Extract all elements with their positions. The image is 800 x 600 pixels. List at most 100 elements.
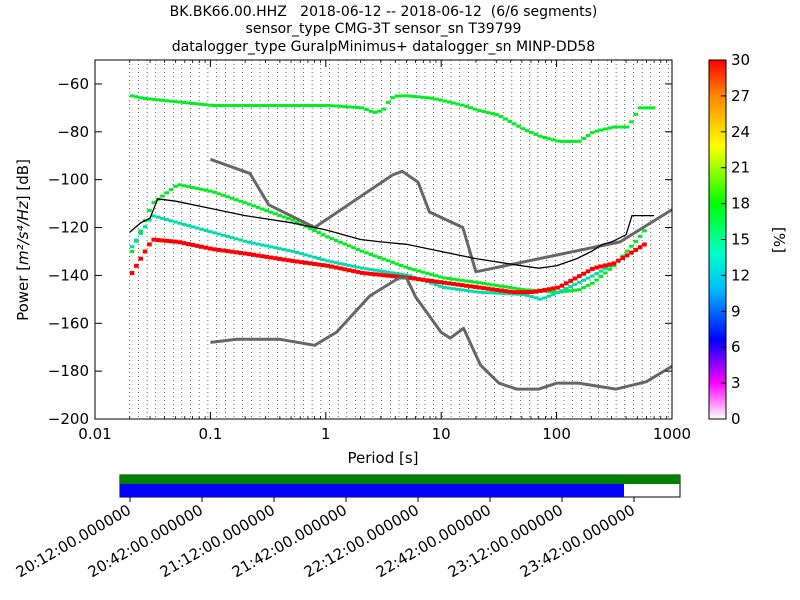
y-tick-label-6: −80 [57, 123, 89, 141]
psd-cell-mode-a-91 [524, 288, 530, 292]
psd-cell-upper-mode-100 [563, 139, 569, 143]
psd-cell-upper-mode-104 [581, 136, 586, 140]
psd-cell-mode-b-81 [481, 290, 487, 294]
psd-cell-upper-mode-69 [429, 96, 435, 100]
psd-cell-mode-a-103 [577, 288, 582, 292]
psd-cell-mode-a-55 [368, 252, 374, 256]
psd-cell-mode-a-50 [346, 244, 352, 248]
psd-cell-mode-b-109 [603, 267, 608, 271]
psd-cell-mode-a-117 [637, 234, 643, 238]
psd-cell-mode-red-59 [385, 273, 391, 278]
psd-cell-mode-b-1 [134, 238, 139, 242]
colorbar-tick-label-0: 0 [731, 410, 741, 428]
psd-cell-mode-red-8 [164, 238, 170, 243]
model-line-nlnm [210, 276, 672, 391]
psd-cell-mode-a-28 [251, 204, 256, 208]
psd-cell-mode-red-5 [151, 237, 157, 242]
psd-cell-mode-red-115 [629, 250, 634, 255]
psd-cell-mode-a-78 [468, 280, 474, 284]
psd-cell-mode-a-79 [472, 280, 478, 284]
psd-cell-mode-b-23 [229, 236, 235, 240]
psd-cell-mode-red-100 [563, 281, 569, 286]
psd-cell-mode-a-68 [425, 271, 430, 275]
psd-cell-upper-mode-88 [511, 122, 517, 126]
psd-cell-upper-mode-27 [246, 103, 252, 107]
psd-cell-mode-a-89 [516, 287, 521, 291]
psd-cell-mode-red-11 [177, 240, 183, 245]
psd-cell-mode-red-40 [303, 260, 309, 265]
psd-cell-mode-red-19 [212, 247, 217, 252]
psd-cell-mode-red-89 [516, 290, 521, 295]
psd-cell-upper-mode-7 [160, 98, 165, 102]
psd-cell-mode-b-94 [537, 297, 543, 301]
psd-cell-mode-red-20 [216, 247, 222, 252]
noise-model-layer [209, 157, 672, 391]
psd-cell-mode-red-9 [168, 239, 174, 244]
psd-cell-upper-mode-82 [485, 111, 491, 115]
segment-bar-coverage [120, 484, 624, 497]
psd-cell-mode-red-98 [555, 285, 560, 290]
psd-cell-mode-a-118 [642, 229, 647, 233]
psd-cell-mode-red-76 [459, 283, 465, 288]
colorbar-tick-label-9: 27 [731, 87, 750, 105]
psd-cell-mode-red-94 [537, 288, 543, 293]
psd-cell-mode-b-6 [155, 215, 161, 219]
psd-cell-mode-b-92 [529, 295, 534, 299]
psd-cell-mode-red-66 [416, 277, 421, 282]
psd-cell-upper-mode-5 [151, 97, 157, 101]
psd-cell-mode-b-46 [329, 260, 335, 264]
psd-cell-mode-red-117 [637, 245, 643, 250]
psd-cell-upper-mode-66 [416, 95, 421, 99]
colorbar-tick-label-6: 18 [731, 195, 750, 213]
psd-cell-mode-b-108 [598, 269, 604, 273]
psd-cell-mode-b-26 [242, 239, 248, 243]
psd-cell-upper-mode-54 [364, 107, 369, 111]
psd-cell-upper-mode-4 [147, 97, 152, 101]
psd-cell-mode-a-82 [485, 282, 491, 286]
psd-cell-mode-a-11 [177, 183, 183, 187]
psd-cell-mode-b-61 [394, 272, 400, 276]
psd-cell-mode-b-45 [325, 259, 330, 263]
psd-cell-mode-red-78 [468, 284, 474, 289]
y-tick-label-7: −60 [57, 75, 89, 93]
psd-cell-upper-mode-37 [290, 103, 296, 107]
psd-cell-mode-red-47 [333, 265, 339, 270]
psd-cell-upper-mode-73 [446, 100, 452, 104]
psd-cell-upper-mode-93 [533, 132, 539, 136]
x-tick-label-5: 1000 [653, 425, 691, 443]
psd-cell-upper-mode-38 [294, 103, 300, 107]
psd-cell-upper-mode-78 [468, 106, 474, 110]
psd-cell-mode-a-15 [194, 186, 200, 190]
psd-cell-mode-a-30 [260, 207, 265, 211]
psd-cell-mode-red-73 [446, 281, 452, 286]
psd-cell-mode-b-55 [368, 267, 374, 271]
psd-cell-mode-red-30 [260, 254, 265, 259]
model-line-nhnm [209, 157, 672, 274]
psd-cell-upper-mode-18 [207, 103, 213, 107]
psd-cell-mode-red-38 [294, 259, 300, 264]
psd-cell-mode-red-52 [355, 269, 361, 274]
psd-cell-mode-b-64 [407, 274, 413, 278]
psd-cell-mode-red-61 [394, 274, 400, 279]
psd-band-mode-a [129, 183, 647, 294]
psd-cell-mode-red-70 [433, 279, 439, 284]
psd-cell-mode-a-54 [364, 251, 369, 255]
psd-cell-mode-red-36 [286, 258, 291, 263]
psd-cell-mode-a-113 [620, 254, 626, 258]
psd-cell-upper-mode-58 [381, 107, 387, 111]
psd-cell-mode-a-13 [186, 185, 191, 189]
chart-title-line-1: BK.BK66.00.HHZ 2018-06-12 -- 2018-06-12 … [169, 4, 598, 20]
psd-cell-mode-b-71 [438, 284, 443, 288]
psd-cell-mode-red-60 [390, 274, 395, 279]
psd-cell-upper-mode-49 [342, 105, 348, 109]
psd-cell-mode-red-74 [451, 281, 456, 286]
psd-cell-upper-mode-42 [312, 103, 317, 107]
psd-cell-upper-mode-105 [585, 134, 591, 138]
psd-cell-upper-mode-16 [199, 102, 204, 106]
psd-cell-mode-a-102 [572, 288, 578, 292]
psd-cell-mode-b-107 [594, 272, 600, 276]
psd-cell-mode-red-58 [381, 273, 387, 278]
psd-cell-upper-mode-87 [507, 119, 513, 123]
psd-cell-mode-a-77 [464, 279, 469, 283]
